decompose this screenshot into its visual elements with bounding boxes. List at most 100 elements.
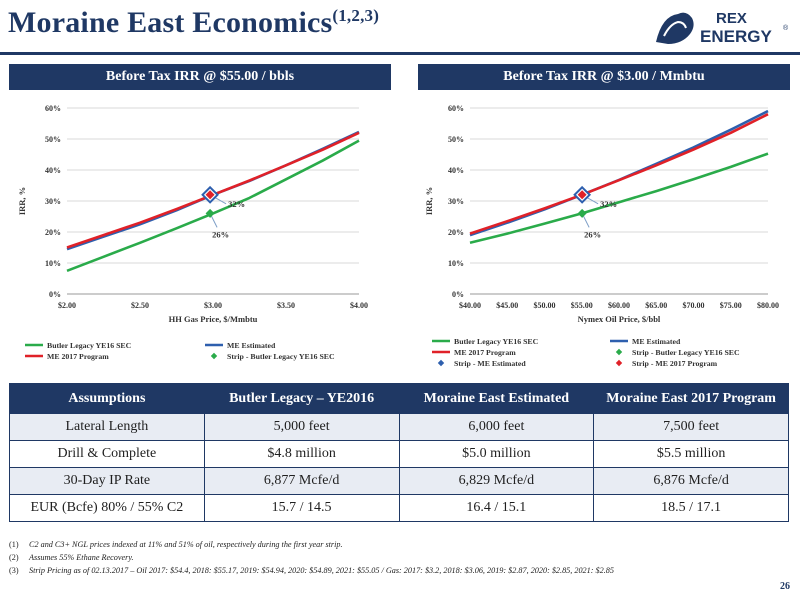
legend-label: Strip - Butler Legacy YE16 SEC bbox=[632, 348, 740, 357]
legend-label: ME 2017 Program bbox=[454, 348, 516, 357]
table-cell: 18.5 / 17.1 bbox=[593, 494, 789, 522]
legend-label: ME Estimated bbox=[632, 337, 681, 346]
table-cell: $5.5 million bbox=[593, 440, 789, 468]
logo-emblem bbox=[656, 12, 694, 44]
legend-label: Strip - ME Estimated bbox=[454, 359, 526, 368]
data-label: 26% bbox=[212, 229, 229, 239]
y-tick-label: 50% bbox=[45, 135, 61, 144]
y-tick-label: 0% bbox=[49, 290, 61, 299]
legend-label: Strip - ME 2017 Program bbox=[632, 359, 718, 368]
table-cell: 6,877 Mcfe/d bbox=[203, 467, 400, 495]
legend-label: ME Estimated bbox=[227, 341, 276, 350]
table-header-cell: Butler Legacy – YE2016 bbox=[203, 383, 400, 414]
table-cell: Drill & Complete bbox=[9, 440, 205, 468]
legend-label: ME 2017 Program bbox=[47, 352, 109, 361]
y-tick-label: 30% bbox=[448, 197, 464, 206]
x-tick-label: $75.00 bbox=[720, 301, 742, 310]
strip-point-marker bbox=[577, 190, 587, 200]
y-tick-label: 10% bbox=[45, 259, 61, 268]
y-tick-label: 0% bbox=[452, 290, 464, 299]
page-title-superscript: (1,2,3) bbox=[332, 6, 380, 25]
y-axis-label: IRR, % bbox=[424, 187, 434, 215]
footnote: (1) C2 and C3+ NGL prices indexed at 11% … bbox=[9, 538, 789, 551]
irr-vs-gas-price-chart: 0% 10% 20% 30% 40% 50% 60% $2.00 $2.50 $3.00 $3.50… bbox=[17, 104, 368, 361]
y-tick-label: 20% bbox=[448, 228, 464, 237]
y-tick-label: 50% bbox=[448, 135, 464, 144]
x-tick-label: $70.00 bbox=[683, 301, 705, 310]
data-label: 26% bbox=[584, 229, 601, 239]
table-header-cell: Moraine East Estimated bbox=[398, 383, 595, 414]
strip-point-marker bbox=[205, 190, 215, 200]
page-title: Moraine East Economics(1,2,3) bbox=[8, 6, 379, 40]
table-cell: 15.7 / 14.5 bbox=[203, 494, 400, 522]
table-cell: $5.0 million bbox=[398, 440, 595, 468]
left-panel-header: Before Tax IRR @ $55.00 / bbls bbox=[9, 64, 391, 90]
legend-label: Butler Legacy YE16 SEC bbox=[454, 337, 539, 346]
footnote: (3) Strip Pricing as of 02.13.2017 – Oil … bbox=[9, 564, 789, 577]
data-label: 32% bbox=[228, 199, 245, 209]
y-tick-label: 30% bbox=[45, 197, 61, 206]
x-axis-label: HH Gas Price, $/Mmbtu bbox=[169, 314, 258, 324]
logo-registered-mark: ® bbox=[783, 24, 789, 32]
rex-energy-logo: REX ENERGY ® bbox=[656, 10, 789, 46]
x-tick-label: $45.00 bbox=[496, 301, 518, 310]
footnote-text: Assumes 55% Ethane Recovery. bbox=[29, 553, 134, 562]
x-tick-label: $2.50 bbox=[131, 301, 149, 310]
assumptions-table: Assumptions Butler Legacy – YE2016 Morai… bbox=[9, 383, 789, 522]
data-label: 32% bbox=[600, 199, 617, 209]
right-panel-header: Before Tax IRR @ $3.00 / Mmbtu bbox=[418, 64, 790, 90]
legend-swatch-diamond bbox=[615, 359, 623, 367]
footnote: (2) Assumes 55% Ethane Recovery. bbox=[9, 551, 789, 564]
footnote-number: (1) bbox=[9, 540, 19, 549]
series-line bbox=[469, 113, 769, 235]
footnote-text: Strip Pricing as of 02.13.2017 – Oil 201… bbox=[29, 566, 614, 575]
logo-word-rex: REX bbox=[716, 10, 747, 27]
table-cell: 7,500 feet bbox=[593, 413, 789, 441]
table-cell: 30-Day IP Rate bbox=[9, 467, 205, 495]
table-header-row: Assumptions Butler Legacy – YE2016 Morai… bbox=[9, 383, 789, 414]
y-tick-label: 60% bbox=[45, 104, 61, 113]
y-tick-label: 60% bbox=[448, 104, 464, 113]
x-tick-label: $55.00 bbox=[571, 301, 593, 310]
y-axis-label: IRR, % bbox=[17, 187, 27, 215]
logo-word-energy: ENERGY bbox=[700, 27, 772, 46]
table-cell: $4.8 million bbox=[203, 440, 400, 468]
footnote-text: C2 and C3+ NGL prices indexed at 11% and… bbox=[29, 540, 343, 549]
x-tick-label: $40.00 bbox=[459, 301, 481, 310]
x-tick-label: $60.00 bbox=[608, 301, 630, 310]
table-row: Drill & Complete $4.8 million $5.0 milli… bbox=[9, 440, 789, 468]
x-tick-label: $80.00 bbox=[757, 301, 779, 310]
y-tick-label: 20% bbox=[45, 228, 61, 237]
table-cell: 6,000 feet bbox=[398, 413, 595, 441]
table-row: 30-Day IP Rate 6,877 Mcfe/d 6,829 Mcfe/d… bbox=[9, 467, 789, 495]
series-line bbox=[469, 109, 769, 237]
series-line bbox=[66, 139, 360, 273]
table-cell: Lateral Length bbox=[9, 413, 205, 441]
table-row: EUR (Bcfe) 80% / 55% C2 15.7 / 14.5 16.4… bbox=[9, 494, 789, 522]
table-cell: 5,000 feet bbox=[203, 413, 400, 441]
table-cell: 16.4 / 15.1 bbox=[398, 494, 595, 522]
legend-swatch-diamond bbox=[615, 348, 623, 356]
table-header-cell: Assumptions bbox=[9, 383, 205, 414]
table-header-cell: Moraine East 2017 Program bbox=[593, 383, 789, 414]
page-title-text: Moraine East Economics bbox=[8, 6, 333, 39]
legend-swatch-diamond bbox=[210, 352, 218, 360]
table-cell: 6,829 Mcfe/d bbox=[398, 467, 595, 495]
page-number: 26 bbox=[780, 581, 790, 592]
footnote-number: (3) bbox=[9, 566, 19, 575]
x-tick-label: $65.00 bbox=[645, 301, 667, 310]
legend-label: Strip - Butler Legacy YE16 SEC bbox=[227, 352, 335, 361]
table-cell: 6,876 Mcfe/d bbox=[593, 467, 789, 495]
legend-label: Butler Legacy YE16 SEC bbox=[47, 341, 132, 350]
y-tick-label: 40% bbox=[45, 166, 61, 175]
legend-swatch-diamond bbox=[437, 359, 445, 367]
table-row: Lateral Length 5,000 feet 6,000 feet 7,5… bbox=[9, 413, 789, 441]
x-axis-label: Nymex Oil Price, $/bbl bbox=[578, 314, 661, 324]
table-cell: EUR (Bcfe) 80% / 55% C2 bbox=[9, 494, 205, 522]
x-tick-label: $50.00 bbox=[534, 301, 556, 310]
x-tick-label: $3.50 bbox=[277, 301, 295, 310]
strip-point-marker bbox=[577, 208, 587, 218]
title-divider bbox=[0, 52, 800, 55]
x-tick-label: $4.00 bbox=[350, 301, 368, 310]
x-tick-label: $3.00 bbox=[204, 301, 222, 310]
